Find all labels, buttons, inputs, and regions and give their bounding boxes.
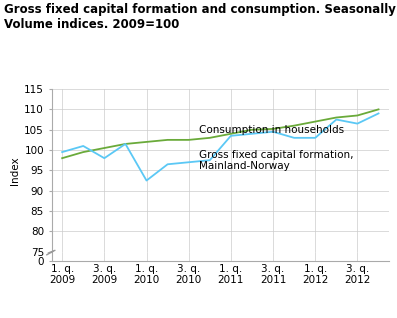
Text: Gross fixed capital formation,
Mainland-Norway: Gross fixed capital formation, Mainland-…: [199, 149, 354, 171]
Y-axis label: Index: Index: [10, 156, 20, 185]
Text: Gross fixed capital formation and consumption. Seasonally adjusted.
Volume indic: Gross fixed capital formation and consum…: [4, 3, 397, 31]
Text: Consumption in households: Consumption in households: [199, 125, 344, 135]
